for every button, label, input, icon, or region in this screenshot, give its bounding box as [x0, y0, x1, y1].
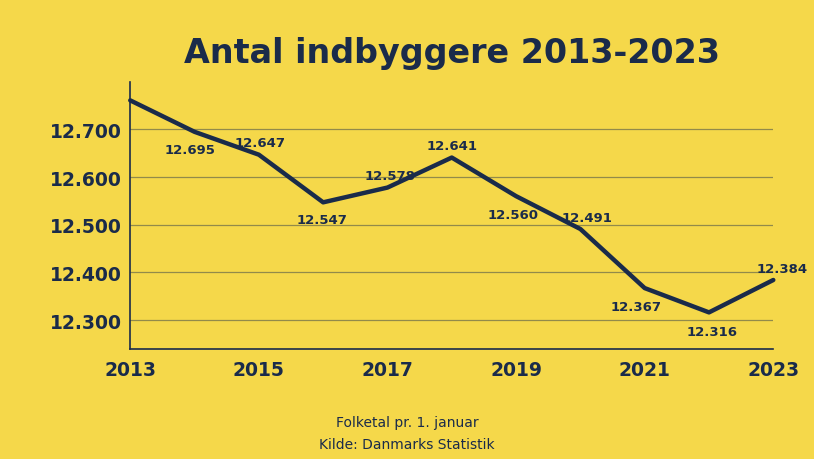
Text: Folketal pr. 1. januar: Folketal pr. 1. januar [335, 415, 479, 429]
Text: Kilde: Danmarks Statistik: Kilde: Danmarks Statistik [319, 437, 495, 451]
Text: 12.491: 12.491 [562, 211, 613, 224]
Text: 12.695: 12.695 [165, 143, 216, 157]
Text: 12.384: 12.384 [756, 262, 807, 275]
Title: Antal indbyggere 2013-2023: Antal indbyggere 2013-2023 [184, 37, 720, 70]
Text: 12.367: 12.367 [610, 301, 662, 313]
Text: 12.578: 12.578 [365, 170, 416, 183]
Text: 12.316: 12.316 [686, 325, 737, 338]
Text: 12.560: 12.560 [488, 209, 539, 222]
Text: 12.647: 12.647 [234, 137, 286, 150]
Text: 12.641: 12.641 [427, 140, 477, 153]
Text: 12.547: 12.547 [296, 214, 348, 227]
